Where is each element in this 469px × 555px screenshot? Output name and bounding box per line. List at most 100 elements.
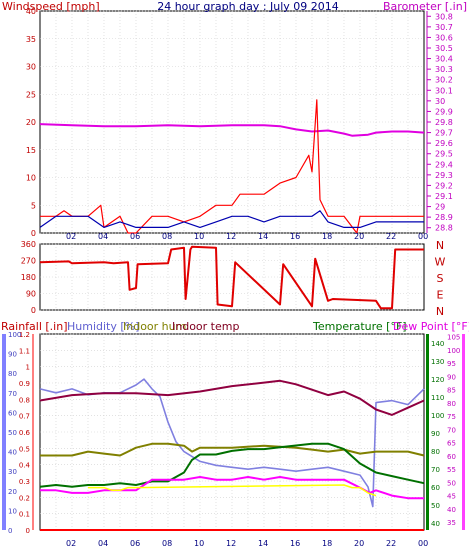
windspeed-tick-label: 20 [26,118,36,127]
indoor_hum-series-line [40,442,425,457]
compass-label-n: N [436,305,444,318]
temp-panel-x-tick-label: 12 [226,539,236,548]
windspeed-tick-label: 15 [26,146,36,155]
legend-humidity: Humidity [%] [67,320,139,333]
temperature-tick-label: 130 [431,358,444,366]
dewpoint-tick-label: 85 [447,387,456,395]
compass-label-n: N [436,239,444,252]
legend-indoor-hum: Indoor hum [123,320,186,333]
temperature-tick-label: 60 [431,484,440,492]
direction-tick-label: 180 [21,273,36,282]
wind-panel-x-tick-label: 08 [162,232,172,241]
dewpoint-tick-label: 75 [447,413,456,421]
barometer-tick-label: 28.8 [435,224,453,233]
humidity-tick-label: 80 [8,370,17,378]
barometer-tick-label: 29.4 [435,160,453,169]
compass-label-w: W [435,256,446,269]
windspeed-tick-label: 0 [31,229,36,238]
rainfall-tick-label: 0.9 [19,380,30,388]
rainfall-tick-label: 0.6 [19,429,31,437]
temp-panel-x-tick-label: 20 [354,539,364,548]
dewpoint-tick-label: 40 [447,506,456,514]
temperature-tick-label: 80 [431,448,440,456]
rainfall-tick-label: 0.8 [19,396,30,404]
legend-dew-point: Dew Point [°F] [393,320,469,333]
dewpoint-tick-label: 60 [447,453,456,461]
humidity-tick-label: 100 [8,331,21,339]
humidity-tick-label: 30 [8,468,17,476]
dewpoint-tick-label: 90 [447,373,456,381]
dewpoint-tick-label: 55 [447,466,456,474]
rainfall-tick-label: 0 [26,527,30,535]
temperature-axis-bar [426,334,429,530]
wind-panel-x-tick-label: 10 [194,232,204,241]
wind-panel-x-tick-label: 18 [322,232,332,241]
barometer-tick-label: 29.3 [435,171,453,180]
humidity-tick-label: 50 [8,429,17,437]
dewpoint-tick-label: 65 [447,440,456,448]
legend-indoor-temp: Indoor temp [172,320,239,333]
wind-panel-x-tick-label: 02 [66,232,76,241]
barometer-tick-label: 30.5 [435,44,453,53]
temperature-tick-label: 90 [431,430,440,438]
dewpoint-tick-label: 95 [447,360,456,368]
barometer-tick-label: 30.6 [435,33,453,42]
wind-panel-x-tick-label: 00 [418,232,428,241]
temp-panel-x-tick-label: 22 [386,539,396,548]
rainfall-tick-label: 0.4 [19,462,31,470]
humidity-tick-label: 0 [8,527,12,535]
wind-panel-x-tick-label: 16 [290,232,300,241]
humidity-tick-label: 40 [8,449,17,457]
indoor_temp-series-line [39,379,425,416]
dewpoint-tick-label: 45 [447,493,456,501]
wind-panel-x-tick-label: 14 [258,232,268,241]
axis-layer: 403530252015105030.830.730.630.530.430.3… [2,7,465,548]
barometer-axis-title: Barometer [.in] [383,0,467,13]
barometer-series-line [39,123,425,137]
barometer-tick-label: 29.1 [435,192,453,201]
windspeed-tick-label: 35 [26,35,36,44]
temperature-tick-label: 140 [431,340,444,348]
barometer-tick-label: 30.8 [435,12,453,21]
barometer-tick-label: 29 [435,203,445,212]
dewpoint-tick-label: 80 [447,400,456,408]
dewpoint-tick-label: 35 [447,519,456,527]
barometer-tick-label: 30.2 [435,76,453,85]
windspeed-tick-label: 40 [26,7,36,16]
rainfall-tick-label: 1.2 [19,331,30,339]
temp-panel-x-tick-label: 00 [418,539,428,548]
windspeed-tick-label: 30 [26,63,36,72]
humidity-tick-label: 90 [8,351,17,359]
humidity-tick-label: 70 [8,390,17,398]
dewpoint-tick-label: 50 [447,479,456,487]
temperature-tick-label: 50 [431,502,440,510]
barometer-tick-label: 29.2 [435,181,453,190]
compass-label-s: S [437,272,444,285]
windspeed-tick-label: 10 [26,174,36,183]
rainfall-tick-label: 0.7 [19,413,30,421]
chart-title: 24 hour graph day : July 09 2014 [157,0,339,13]
barometer-tick-label: 29.7 [435,129,453,138]
direction-series-line [39,245,424,310]
rainfall-tick-label: 0.3 [19,478,30,486]
barometer-tick-label: 30 [435,97,445,106]
barometer-tick-label: 29.8 [435,118,453,127]
barometer-tick-label: 29.9 [435,107,453,116]
barometer-tick-label: 29.5 [435,150,453,159]
temp-panel-x-tick-label: 16 [290,539,300,548]
temperature-series-line [39,442,425,488]
wind-panel-x-tick-label: 20 [354,232,364,241]
rainfall-tick-label: 0.1 [19,511,30,519]
direction-tick-label: 270 [21,257,36,266]
legend-temperature: Temperature [°F] [312,320,407,333]
direction-tick-label: 360 [21,240,36,249]
dewpoint-tick-label: 105 [447,334,460,342]
temp-panel-x-tick-label: 18 [322,539,332,548]
rainfall-tick-label: 0.5 [19,445,30,453]
humidity-tick-label: 20 [8,488,17,496]
temp-panel-x-tick-label: 04 [98,539,108,548]
humidity-tick-label: 10 [8,507,17,515]
barometer-tick-label: 30.7 [435,23,453,32]
windspeed-axis-title: Windspeed [mph] [2,0,100,13]
